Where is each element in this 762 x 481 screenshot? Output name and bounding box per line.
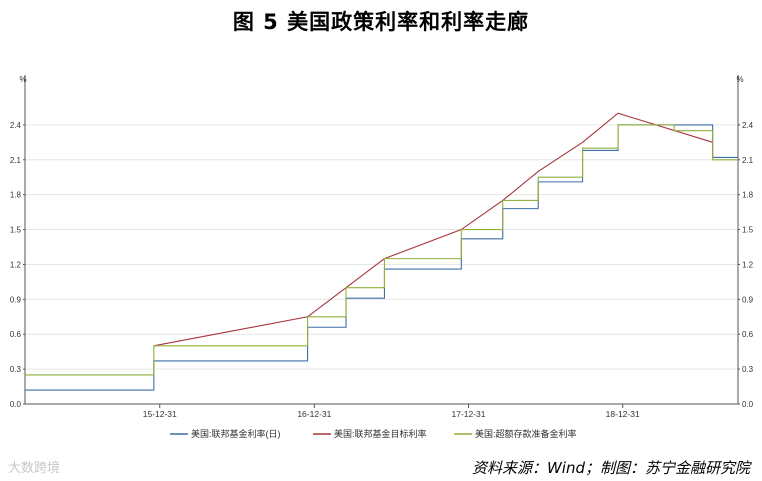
y-tick-label-left: 0.0 (10, 400, 22, 409)
y-tick-label-right: 1.8 (742, 191, 754, 200)
y-tick-label-left: 1.8 (10, 191, 22, 200)
series-lines (25, 112, 738, 391)
y-tick-label-right: 0.9 (742, 295, 754, 304)
watermark-text: 大数跨境 (8, 461, 61, 476)
tick-labels: 0.0 0.0 0.3 0.3 0.6 0.6 0.9 0.9 1.2 1.2 1.5 1.5 1.8 1… (10, 75, 754, 419)
y-tick-label-left: 0.6 (10, 330, 22, 339)
legend-label-effr: 美国:联邦基金利率(日) (191, 428, 281, 439)
y-tick-label-left: 0.9 (10, 295, 22, 304)
y-tick-label-right: 0.3 (742, 365, 754, 374)
legend-label-target: 美国:联邦基金目标利率 (334, 428, 427, 439)
chart-title: 图 5 美国政策利率和利率走廊 (232, 10, 530, 34)
y-tick-label-right: 0.6 (742, 330, 754, 339)
y-tick-label-left: 1.2 (10, 260, 22, 269)
axes (23, 75, 740, 408)
y-tick-label-left: 0.3 (10, 365, 22, 374)
gridlines (25, 124, 738, 405)
y-tick-label-right: 0.0 (742, 400, 754, 409)
x-tick-label: 16-12-31 (297, 409, 331, 419)
y-unit-left: % (19, 75, 26, 84)
x-tick-label: 15-12-31 (143, 409, 177, 419)
series-line-effr (25, 124, 738, 391)
legend: 美国:联邦基金利率(日) 美国:联邦基金目标利率 美国:超额存款准备金利率 (170, 428, 577, 439)
y-tick-label-left: 1.5 (10, 226, 22, 235)
y-tick-label-left: 2.4 (10, 121, 22, 130)
source-note: 资料来源：Wind；制图：苏宁金融研究院 (471, 459, 750, 477)
y-unit-right: % (736, 75, 743, 84)
y-tick-label-right: 1.2 (742, 260, 754, 269)
series-line-ioer (25, 124, 738, 376)
x-tick-label: 17-12-31 (451, 409, 485, 419)
y-tick-label-right: 1.5 (742, 226, 754, 235)
y-tick-label-left: 2.1 (10, 156, 22, 165)
series-line-target (153, 112, 713, 347)
legend-label-ioer: 美国:超额存款准备金利率 (475, 428, 577, 439)
y-tick-label-right: 2.1 (742, 156, 754, 165)
x-tick-label: 18-12-31 (606, 409, 640, 419)
y-tick-label-right: 2.4 (742, 121, 754, 130)
